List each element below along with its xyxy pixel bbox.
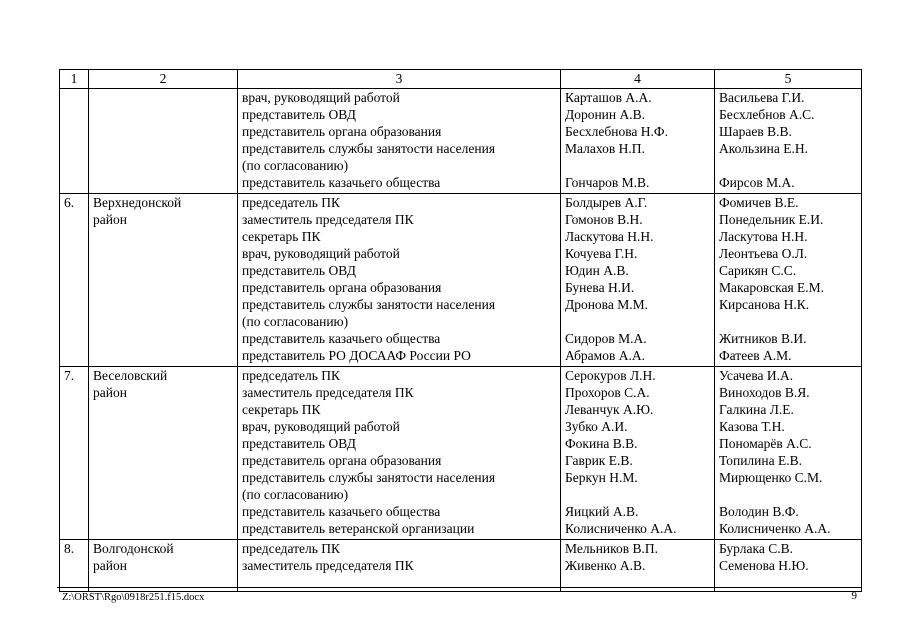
table-row: врач, руководящий работой представитель … — [59, 88, 862, 194]
reserve-members-cell: Васильева Г.И. Бесхлебнов А.С. Шараев В.… — [714, 88, 862, 194]
positions-cell: врач, руководящий работой представитель … — [237, 88, 561, 194]
reserve-members-cell: Бурлака С.В. Семенова Н.Ю. — [714, 539, 862, 592]
members-cell: Болдырев А.Г. Гомонов В.Н. Ласкутова Н.Н… — [560, 193, 715, 367]
table-row: 6. Верхнедонской район председатель ПК з… — [59, 193, 862, 367]
members-cell: Серокуров Л.Н. Прохоров С.А. Леванчук А.… — [560, 366, 715, 540]
row-number-cell: 7. — [59, 366, 89, 540]
file-path: Z:\ORST\Rgo\0918r251.f15.docx — [62, 592, 205, 603]
column-header-3: 3 — [237, 69, 561, 89]
positions-cell: председатель ПК заместитель председателя… — [237, 193, 561, 367]
district-cell: Веселовский район — [88, 366, 238, 540]
positions-cell: председатель ПК заместитель председателя… — [237, 539, 561, 592]
positions-cell: председатель ПК заместитель председателя… — [237, 366, 561, 540]
footer-divider — [57, 587, 862, 588]
column-header-1: 1 — [59, 69, 89, 89]
table-header-row: 1 2 3 4 5 — [59, 69, 862, 89]
table-row: 8. Волгодонской район председатель ПК за… — [59, 539, 862, 592]
column-header-2: 2 — [88, 69, 238, 89]
members-cell: Мельников В.П. Живенко А.В. — [560, 539, 715, 592]
reserve-members-cell: Усачева И.А. Виноходов В.Я. Галкина Л.Е.… — [714, 366, 862, 540]
committee-table: 1 2 3 4 5 врач, руководящий работой пред… — [59, 69, 862, 592]
row-number-cell — [59, 88, 89, 194]
reserve-members-cell: Фомичев В.Е. Понедельник Е.И. Ласкутова … — [714, 193, 862, 367]
members-cell: Карташов А.А. Доронин А.В. Бесхлебнова Н… — [560, 88, 715, 194]
column-header-4: 4 — [560, 69, 715, 89]
row-number-cell: 6. — [59, 193, 89, 367]
district-cell — [88, 88, 238, 194]
table-row: 7. Веселовский район председатель ПК зам… — [59, 366, 862, 540]
row-number-cell: 8. — [59, 539, 89, 592]
district-cell: Верхнедонской район — [88, 193, 238, 367]
column-header-5: 5 — [714, 69, 862, 89]
district-cell: Волгодонской район — [88, 539, 238, 592]
page-number: 9 — [851, 590, 858, 602]
